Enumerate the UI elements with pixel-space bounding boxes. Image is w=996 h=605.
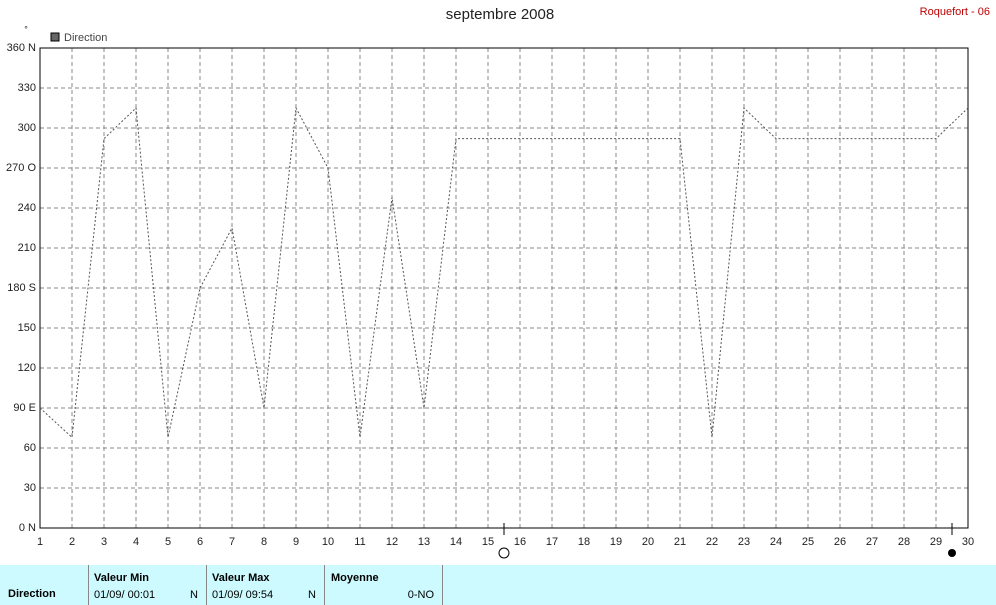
x-tick-label: 16 [514,536,526,548]
x-tick-label: 5 [165,536,171,548]
x-tick-label: 18 [578,536,590,548]
x-tick-label: 10 [322,536,334,548]
x-tick-label: 13 [418,536,430,548]
y-unit: ° [24,24,28,34]
dir: 0-NO [407,589,434,601]
legend-swatch [50,32,60,42]
x-tick-label: 9 [293,536,299,548]
x-tick-label: 12 [386,536,398,548]
x-tick-label: 1 [37,536,43,548]
x-tick-label: 6 [197,536,203,548]
col-header: Moyenne [331,572,379,584]
col-header: Valeur Min [94,572,150,584]
y-tick-label: 30 [24,482,36,494]
x-tick-label: 8 [261,536,267,548]
dir: N [308,589,316,601]
x-tick-label: 4 [133,536,139,548]
y-tick-label: 0 N [19,522,36,534]
y-tick-label: 90 E [13,402,36,414]
cell: Moyenne 0-NO [325,565,443,605]
x-tick-label: 19 [610,536,622,548]
chart: septembre 2008 Roquefort - 06 ° Directio… [6,6,990,559]
x-tick-label: 30 [962,536,974,548]
cell: Valeur Min 01/09/ 00:01 N [89,565,207,605]
x-tick-label: 27 [866,536,878,548]
y-tick-label: 360 N [7,42,36,54]
legend-label: Direction [64,32,107,44]
chart-title: septembre 2008 [446,6,554,23]
y-tick-label: 300 [18,122,36,134]
x-tick-label: 23 [738,536,750,548]
date: 01/09/ 00:01 [94,589,156,601]
plot-frame [39,47,969,529]
row-label: Direction [8,588,56,600]
x-tick-label: 21 [674,536,686,548]
y-tick-label: 270 O [6,162,36,174]
x-tick-label: 26 [834,536,846,548]
y-tick-label: 180 S [7,282,36,294]
dir: N [190,589,198,601]
x-tick-label: 3 [101,536,107,548]
marker-filled [948,549,956,557]
x-tick-label: 25 [802,536,814,548]
y-tick-label: 150 [18,322,36,334]
date: 01/09/ 09:54 [212,589,274,601]
marker-open [498,547,510,559]
y-tick-label: 60 [24,442,36,454]
line-series [39,106,969,439]
x-tick-label: 24 [770,536,782,548]
summary-table: Direction Valeur Min 01/09/ 00:01 N Vale… [0,565,996,605]
y-tick-label: 210 [18,242,36,254]
y-tick-label: 330 [18,82,36,94]
x-tick-label: 29 [930,536,942,548]
cell: Valeur Max 01/09/ 09:54 N [207,565,325,605]
cell: Direction [0,565,89,605]
x-tick-label: 22 [706,536,718,548]
x-tick-label: 17 [546,536,558,548]
x-tick-label: 15 [482,536,494,548]
x-tick-label: 14 [450,536,462,548]
y-tick-label: 240 [18,202,36,214]
col-header: Valeur Max [212,572,270,584]
x-tick-label: 11 [354,536,365,548]
x-tick-label: 7 [229,536,235,548]
x-tick-label: 28 [898,536,910,548]
x-tick-label: 2 [69,536,75,548]
station: Roquefort - 06 [920,6,990,18]
x-tick-label: 20 [642,536,654,548]
y-tick-label: 120 [18,362,36,374]
